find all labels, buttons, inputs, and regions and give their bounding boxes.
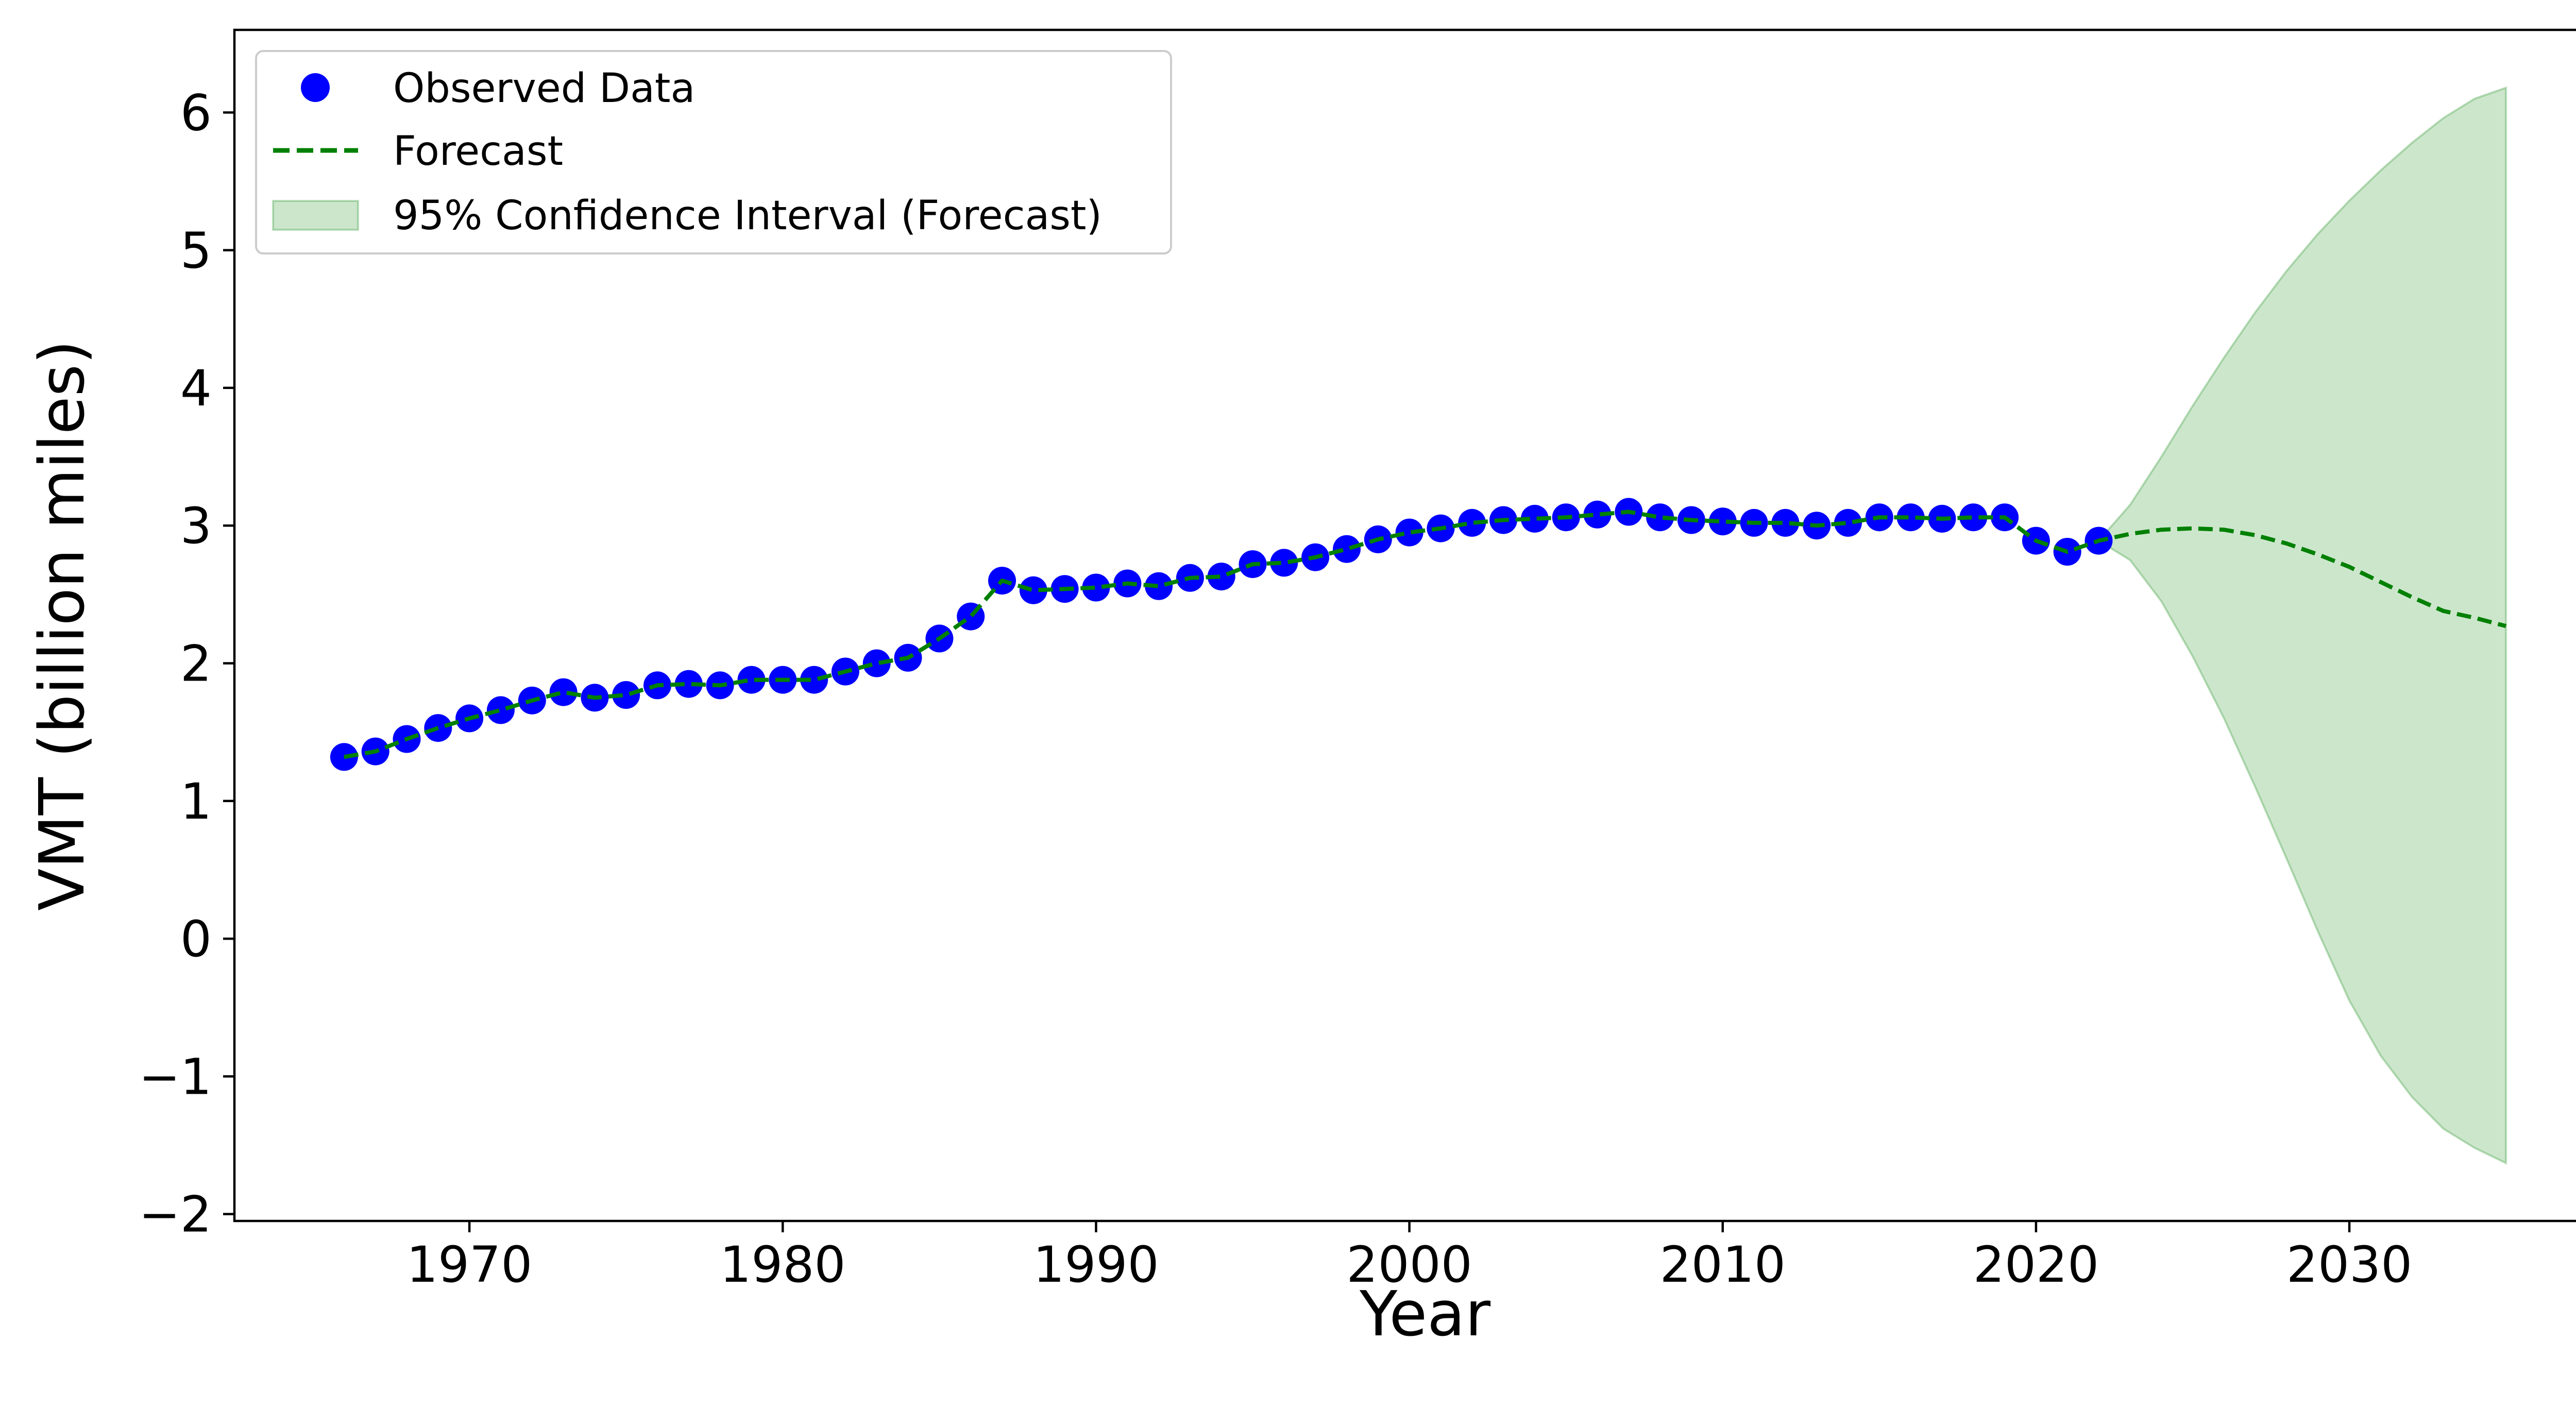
- observed-point: [1771, 508, 1800, 537]
- observed-point: [800, 666, 828, 694]
- plot-frame: [233, 28, 2576, 1223]
- forecast-line: [344, 510, 2507, 759]
- observed-point: [1646, 503, 1674, 532]
- observed-point: [1270, 549, 1298, 577]
- y-tick-label: 3: [180, 497, 212, 555]
- observed-point: [1896, 503, 1925, 532]
- y-tick-label: 5: [180, 222, 212, 280]
- observed-point: [1834, 508, 1862, 537]
- observed-point: [862, 649, 891, 677]
- observed-point: [549, 678, 578, 706]
- y-axis-ticks: −2 −1 0 1 2 3 4 5 6: [139, 84, 234, 1244]
- observed-point: [1333, 535, 1361, 563]
- observed-point: [1019, 576, 1047, 604]
- legend: Observed Data Forecast 95% Confidence In…: [255, 50, 1172, 254]
- x-axis-label: Year: [1359, 1279, 1491, 1350]
- x-tick-label: 2020: [1973, 1236, 2099, 1294]
- observed-point: [1458, 508, 1486, 537]
- observed-point: [674, 670, 703, 698]
- x-tick-label: 1970: [406, 1236, 532, 1294]
- observed-point: [486, 696, 515, 724]
- y-axis-label: VMT (billion miles): [27, 340, 98, 911]
- x-tick-label: 2000: [1346, 1236, 1472, 1294]
- y-tick-label: 0: [180, 910, 212, 968]
- x-tick-label: 1990: [1033, 1236, 1159, 1294]
- observed-point: [1959, 503, 1988, 532]
- legend-box: [255, 50, 1172, 254]
- x-axis-ticks: 1970 1980 1990 2000 2010 2020 2030: [406, 1221, 2412, 1294]
- legend-ci-swatch: [272, 200, 359, 231]
- observed-point: [1207, 563, 1235, 591]
- observed-point: [737, 666, 766, 694]
- observed-point: [1145, 572, 1173, 600]
- observed-point: [1395, 518, 1423, 547]
- y-tick-label: 4: [180, 360, 212, 417]
- legend-ci-label: 95% Confidence Interval (Forecast): [393, 193, 1102, 239]
- observed-point: [1082, 573, 1110, 602]
- y-tick-label: 2: [180, 635, 212, 693]
- x-tick-label: 2030: [2286, 1236, 2412, 1294]
- legend-forecast-label: Forecast: [393, 128, 563, 175]
- x-tick-label: 2010: [1660, 1236, 1786, 1294]
- y-tick-label: 6: [180, 84, 212, 142]
- observed-point: [1520, 504, 1549, 533]
- x-tick-label: 1980: [720, 1236, 845, 1294]
- legend-observed-marker: [301, 73, 330, 102]
- y-tick-label: −2: [139, 1186, 212, 1244]
- observed-point: [1583, 500, 1612, 529]
- observed-point: [612, 681, 640, 709]
- y-tick-label: 1: [180, 773, 212, 830]
- observed-point: [1708, 507, 1737, 536]
- legend-observed-label: Observed Data: [393, 65, 695, 112]
- y-tick-label: −1: [139, 1048, 212, 1106]
- observed-points-layer: [330, 498, 2507, 771]
